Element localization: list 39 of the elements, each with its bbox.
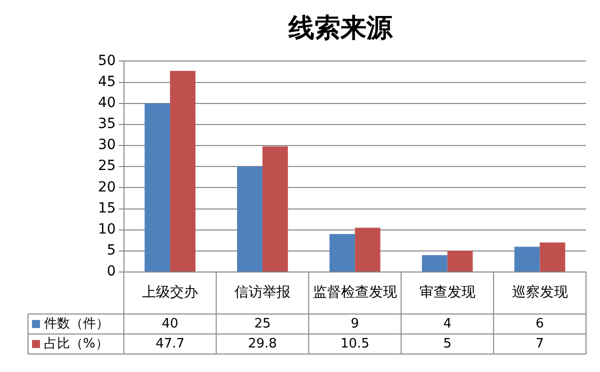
data-label: 25: [254, 316, 271, 332]
y-tick-label: 45: [98, 74, 116, 90]
legend-label: 件数（件）: [44, 316, 109, 332]
y-tick-label: 50: [98, 52, 116, 69]
x-tick-label: 巡察发现: [512, 284, 568, 301]
y-tick-label: 35: [98, 116, 116, 132]
bar: [354, 228, 380, 272]
data-label: 29.8: [248, 336, 277, 352]
bar: [447, 250, 473, 272]
x-tick-label: 审查发现: [419, 284, 476, 301]
y-tick-label: 20: [98, 179, 116, 196]
data-label: 40: [162, 316, 178, 332]
y-tick-label: 0: [106, 264, 116, 280]
data-label: 4: [443, 316, 452, 332]
y-tick-label: 10: [98, 221, 116, 238]
data-label: 5: [443, 336, 452, 352]
bar: [262, 146, 288, 272]
x-tick-label: 监督检查发现: [312, 284, 397, 301]
data-label: 10.5: [340, 336, 370, 352]
y-tick-label: 25: [98, 158, 116, 174]
bar: [329, 234, 355, 272]
y-tick-label: 15: [98, 200, 116, 216]
bar: [514, 246, 540, 272]
legend-label: 占比（%）: [44, 336, 108, 352]
data-label: 7: [536, 336, 544, 352]
x-tick-label: 信访举报: [234, 284, 290, 301]
data-label: 47.7: [156, 336, 185, 352]
y-tick-label: 5: [106, 242, 116, 259]
bar: [144, 103, 170, 272]
bar: [237, 166, 262, 272]
data-label: 9: [350, 316, 360, 332]
y-tick-label: 30: [98, 137, 116, 154]
data-label: 6: [536, 316, 544, 332]
bar: [540, 242, 566, 272]
x-tick-label: 上级交办: [142, 284, 198, 301]
y-tick-label: 40: [98, 95, 116, 111]
bar: [422, 255, 448, 272]
bar: [170, 70, 196, 272]
chart-title: 线索来源: [288, 13, 394, 44]
